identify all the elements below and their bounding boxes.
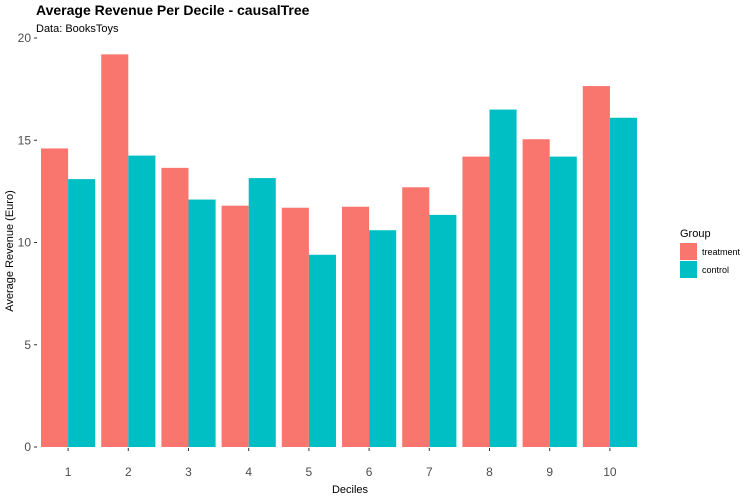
bar-treatment-decile-5 [281,207,309,447]
bar-control-decile-1 [68,179,96,448]
bar-treatment-decile-8 [462,156,490,448]
bar-control-decile-10 [609,117,637,447]
x-tick-label: 6 [366,465,373,479]
x-tick-label: 4 [245,465,252,479]
bar-control-decile-9 [549,156,577,448]
bar-treatment-decile-1 [41,148,69,447]
bar-treatment-decile-3 [161,167,189,448]
bar-treatment-decile-2 [101,54,129,448]
bar-treatment-decile-6 [342,206,370,447]
y-tick-label: 0 [24,440,31,454]
x-axis-title: Deciles [332,484,369,496]
chart-title: Average Revenue Per Decile - causalTree [36,2,310,18]
bar-control-decile-3 [188,199,216,447]
bars [41,54,637,448]
y-tick-label: 15 [18,133,32,147]
bar-control-decile-5 [308,254,336,447]
x-tick-label: 8 [486,465,493,479]
x-axis: 1 2 3 4 5 6 7 8 9 10 [65,448,617,479]
legend-label-control: control [702,265,729,275]
y-axis-title: Average Revenue (Euro) [4,190,16,311]
x-tick-label: 10 [603,465,617,479]
x-tick-label: 3 [185,465,192,479]
bar-control-decile-6 [369,230,397,447]
bar-treatment-decile-10 [582,86,610,448]
chart-subtitle: Data: BooksToys [36,23,119,35]
x-tick-label: 7 [426,465,433,479]
x-tick-label: 2 [125,465,132,479]
y-tick-label: 5 [24,338,31,352]
bar-treatment-decile-7 [402,187,430,447]
y-tick-label: 10 [18,236,32,250]
bar-treatment-decile-9 [522,139,550,448]
legend-label-treatment: treatment [702,247,741,257]
x-tick-label: 1 [65,465,72,479]
bar-control-decile-8 [489,109,517,447]
legend-key-treatment [680,243,697,260]
bar-treatment-decile-4 [221,205,249,447]
bar-control-decile-7 [429,214,457,447]
x-tick-label: 9 [546,465,553,479]
bar-control-decile-4 [248,178,276,447]
legend-title: Group [680,228,711,240]
y-axis: 0 5 10 15 20 [18,31,37,454]
y-tick-label: 20 [18,31,32,45]
x-tick-label: 5 [306,465,313,479]
legend: Group treatment control [680,228,741,278]
bar-control-decile-2 [128,155,156,447]
legend-key-control [680,261,697,278]
